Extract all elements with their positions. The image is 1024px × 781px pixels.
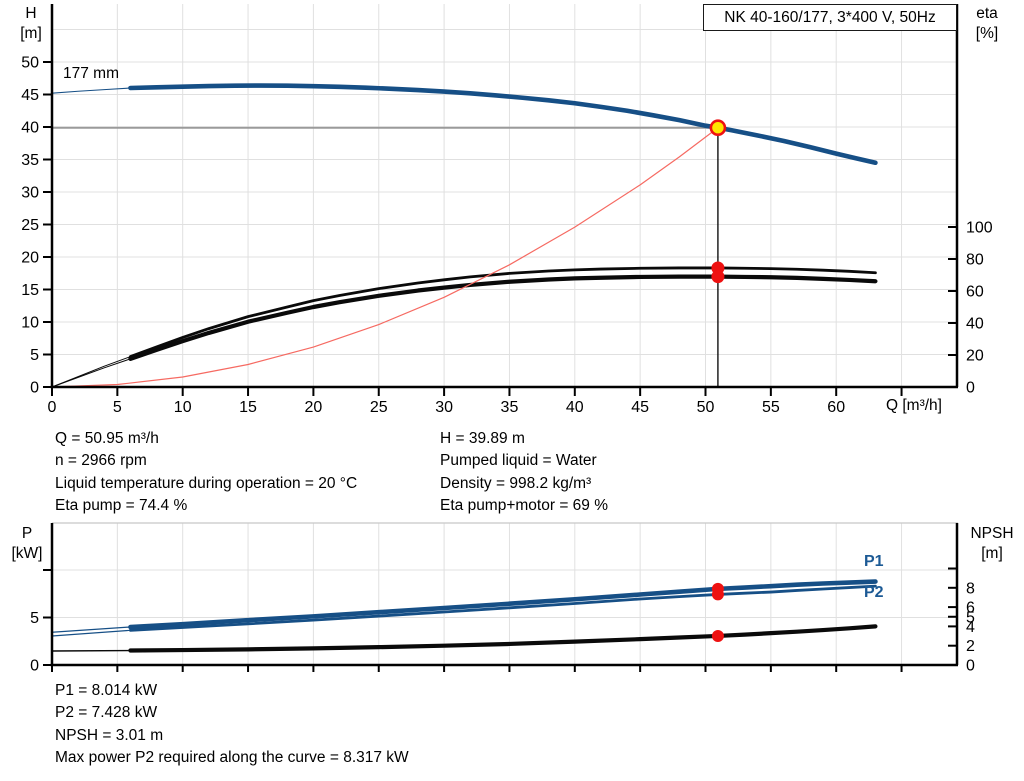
h-tick-label: 25 xyxy=(21,217,39,234)
power-npsh-info: P1 = 8.014 kW P2 = 7.428 kW NPSH = 3.01 … xyxy=(55,680,409,770)
npsh-tick-label: 5 xyxy=(966,609,975,626)
eta-pump-motor-curve-thin xyxy=(51,358,131,388)
h-tick-label: 30 xyxy=(21,185,39,202)
info-density: Density = 998.2 kg/m³ xyxy=(440,474,592,492)
eta-tick-label: 0 xyxy=(966,380,975,397)
h-axis-label: H [m] xyxy=(10,4,52,44)
eta-tick-label: 100 xyxy=(966,220,993,237)
p2-curve xyxy=(129,584,877,632)
info-pumped-liquid: Pumped liquid = Water xyxy=(440,452,597,470)
h-tick-label: 45 xyxy=(21,87,39,104)
info-p1: P1 = 8.014 kW xyxy=(55,682,158,699)
info-npsh: NPSH = 3.01 m xyxy=(55,726,164,744)
h-tick-label: 35 xyxy=(21,152,39,169)
chart1-curves xyxy=(51,83,878,388)
operating-point-marker xyxy=(709,119,727,137)
info-h: H = 39.89 m xyxy=(440,430,525,447)
eta-duty-marker xyxy=(711,270,725,284)
p2-curve-thin xyxy=(51,629,132,637)
npsh-tick-label: 8 xyxy=(966,580,975,597)
info-p2: P2 = 7.428 kW xyxy=(55,704,158,722)
system-curve-curve-thin xyxy=(51,127,719,388)
p1-curve-thin xyxy=(51,626,132,633)
eta-tick-label: 40 xyxy=(966,316,984,333)
eta-axis-label: eta [%] xyxy=(964,4,1010,44)
chart2-curves xyxy=(51,579,878,653)
h-axis-label-line1: H xyxy=(25,5,37,22)
chart1-axes: 0 5 10 15 20 25 30 35 40 45 50 0 20 40 60 80 100 0 5 10 15 20… xyxy=(21,4,993,416)
h-axis-label-line2: [m] xyxy=(20,25,42,42)
p-tick-label: 0 xyxy=(30,658,39,675)
npsh-tick-label: 0 xyxy=(966,658,975,675)
q-tick-label: 25 xyxy=(370,399,388,416)
chart1-gridlines xyxy=(52,4,958,387)
h-tick-label: 15 xyxy=(21,282,39,299)
q-tick-label: 35 xyxy=(501,399,519,416)
p-axis-label-line1: P xyxy=(21,525,33,542)
npsh-axis-label-line1: NPSH xyxy=(970,525,1014,542)
q-tick-label: 20 xyxy=(305,399,323,416)
q-tick-label: 10 xyxy=(174,399,192,416)
info-liquid-temp: Liquid temperature during operation = 20… xyxy=(55,474,358,492)
info-q: Q = 50.95 m³/h xyxy=(55,430,159,447)
chart2-gridlines xyxy=(52,522,958,665)
q-axis-label: Q [m³/h] xyxy=(886,397,942,414)
p1-curve xyxy=(128,579,878,630)
head-177mm-curve xyxy=(128,83,878,166)
npsh-axis-label-line2: [m] xyxy=(981,545,1003,562)
h-tick-label: 40 xyxy=(21,120,39,137)
p1-series-label: P1 xyxy=(864,553,884,570)
npsh-duty-marker xyxy=(711,629,724,642)
q-tick-label: 40 xyxy=(566,399,584,416)
q-tick-label: 0 xyxy=(48,399,57,416)
q-tick-label: 60 xyxy=(827,399,845,416)
info-n: n = 2966 rpm xyxy=(55,452,147,470)
h-tick-label: 50 xyxy=(21,55,39,72)
info-eta-pump-motor: Eta pump+motor = 69 % xyxy=(440,497,609,515)
eta-axis-label-line2: [%] xyxy=(975,25,999,42)
h-tick-label: 10 xyxy=(21,315,39,332)
p2-duty-marker xyxy=(711,588,724,601)
eta-pump-curve xyxy=(129,266,877,359)
head-177mm-curve-thin xyxy=(51,87,131,94)
npsh-tick-label: 4 xyxy=(966,619,975,636)
h-tick-label: 5 xyxy=(30,347,39,364)
h-tick-label: 20 xyxy=(21,250,39,267)
eta-tick-label: 80 xyxy=(966,252,984,269)
q-tick-label: 5 xyxy=(113,399,122,416)
pump-title-box: NK 40-160/177, 3*400 V, 50Hz xyxy=(703,4,957,31)
p-axis-label: P [kW] xyxy=(6,524,48,564)
qh-eta-chart: 0 5 10 15 20 25 30 35 40 45 50 0 20 40 60 80 100 0 5 10 15 20… xyxy=(21,4,993,416)
duty-point-info-right: H = 39.89 m Pumped liquid = Water Densit… xyxy=(440,428,608,518)
q-tick-label: 50 xyxy=(697,399,715,416)
q-tick-label: 15 xyxy=(239,399,257,416)
eta-tick-label: 20 xyxy=(966,348,984,365)
q-tick-label: 45 xyxy=(631,399,649,416)
npsh-tick-label: 6 xyxy=(966,600,975,617)
h-tick-label: 0 xyxy=(30,380,39,397)
p-tick-label: 5 xyxy=(30,610,39,627)
q-tick-label: 55 xyxy=(762,399,780,416)
q-tick-label: 30 xyxy=(435,399,453,416)
eta-pump-motor-curve xyxy=(128,274,878,361)
eta-axis-label-line1: eta xyxy=(976,5,998,22)
info-eta-pump: Eta pump = 74.4 % xyxy=(55,497,188,515)
p2-series-label: P2 xyxy=(864,584,884,601)
p-axis-label-line2: [kW] xyxy=(11,545,43,562)
pump-title: NK 40-160/177, 3*400 V, 50Hz xyxy=(724,9,936,26)
duty-point-info-left: Q = 50.95 m³/h n = 2966 rpm Liquid tempe… xyxy=(55,428,357,518)
npsh-tick-label: 2 xyxy=(966,638,975,655)
eta-tick-label: 60 xyxy=(966,284,984,301)
impeller-diameter-label: 177 mm xyxy=(63,65,119,82)
npsh-curve xyxy=(128,624,878,653)
info-max-power: Max power P2 required along the curve = … xyxy=(55,749,409,767)
npsh-axis-label: NPSH [m] xyxy=(964,524,1020,564)
